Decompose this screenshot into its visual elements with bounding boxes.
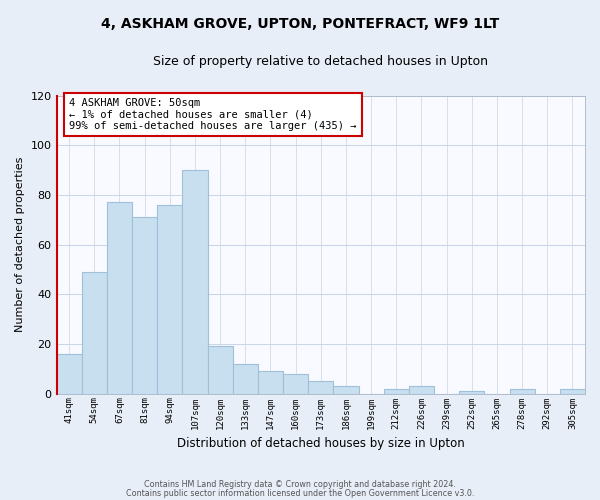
Bar <box>56 354 82 394</box>
Bar <box>157 205 182 394</box>
Text: Contains public sector information licensed under the Open Government Licence v3: Contains public sector information licen… <box>126 488 474 498</box>
Bar <box>233 364 258 394</box>
Bar <box>409 386 434 394</box>
Title: Size of property relative to detached houses in Upton: Size of property relative to detached ho… <box>153 55 488 68</box>
Text: 4, ASKHAM GROVE, UPTON, PONTEFRACT, WF9 1LT: 4, ASKHAM GROVE, UPTON, PONTEFRACT, WF9 … <box>101 18 499 32</box>
Bar <box>459 391 484 394</box>
Bar <box>132 218 157 394</box>
Text: 4 ASKHAM GROVE: 50sqm
← 1% of detached houses are smaller (4)
99% of semi-detach: 4 ASKHAM GROVE: 50sqm ← 1% of detached h… <box>69 98 356 131</box>
Bar <box>308 381 334 394</box>
Bar <box>383 388 409 394</box>
Bar <box>258 372 283 394</box>
Bar <box>560 388 585 394</box>
Bar <box>334 386 359 394</box>
Bar <box>208 346 233 394</box>
Y-axis label: Number of detached properties: Number of detached properties <box>15 157 25 332</box>
Text: Contains HM Land Registry data © Crown copyright and database right 2024.: Contains HM Land Registry data © Crown c… <box>144 480 456 489</box>
X-axis label: Distribution of detached houses by size in Upton: Distribution of detached houses by size … <box>177 437 464 450</box>
Bar <box>283 374 308 394</box>
Bar <box>182 170 208 394</box>
Bar <box>107 202 132 394</box>
Bar <box>509 388 535 394</box>
Bar <box>82 272 107 394</box>
